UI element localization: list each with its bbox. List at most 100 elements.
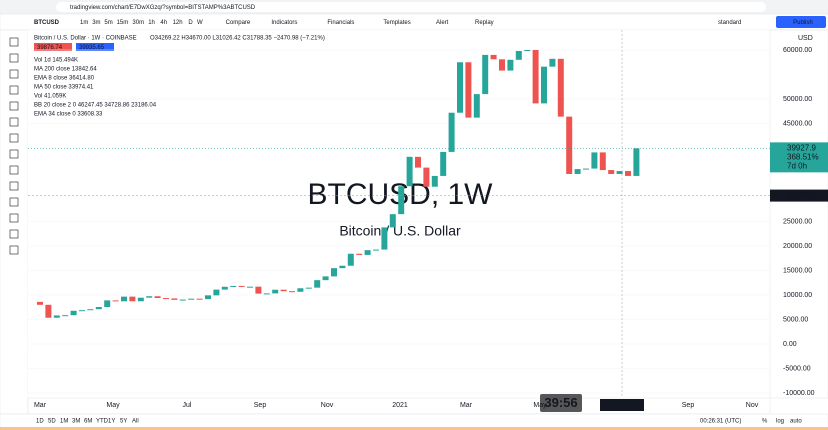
x-tick-label: Jul [183, 402, 192, 409]
candle [129, 296, 136, 302]
tool-icon[interactable] [9, 85, 19, 95]
tool-icon[interactable] [9, 213, 19, 223]
range-button[interactable]: 1M [60, 419, 68, 425]
candle [574, 169, 581, 174]
interval[interactable]: 30m [132, 20, 144, 26]
publish-label: Publish [793, 20, 813, 26]
candle [37, 301, 43, 305]
candle [221, 286, 228, 290]
taskbar-strip [0, 427, 828, 430]
candle [557, 58, 564, 117]
toolbar-button[interactable]: Financials [327, 20, 354, 26]
toolbar-button[interactable]: Compare [226, 20, 251, 26]
candle [431, 175, 438, 187]
tool-icon[interactable] [9, 53, 19, 63]
price-chip-label: 39935.65 [79, 45, 105, 51]
x-tick-label: May [106, 402, 120, 409]
layout-name[interactable]: standard [718, 20, 741, 26]
candle [423, 167, 430, 187]
y-tick-label: 25000.00 [783, 218, 812, 225]
tool-icon[interactable] [9, 197, 19, 207]
candle [280, 289, 287, 292]
toolbar-button[interactable]: Alert [436, 20, 449, 26]
last-price-box [770, 142, 828, 173]
tool-icon[interactable] [9, 229, 19, 239]
toolbar-button[interactable]: Templates [383, 20, 410, 26]
candle [247, 286, 253, 288]
candle [154, 296, 161, 299]
candle [591, 152, 598, 169]
timer: 39:56 [544, 395, 577, 410]
publish-button[interactable] [776, 16, 826, 28]
interval[interactable]: 3m [92, 20, 100, 26]
x-tick-label: Mar [460, 402, 473, 409]
tool-icon[interactable] [9, 37, 19, 47]
tool-icon[interactable] [9, 149, 19, 159]
candle [398, 186, 405, 215]
y-tick-label: 50000.00 [783, 96, 812, 103]
indicator-legend: MA 200 close 13842.64 [34, 67, 97, 73]
tool-icon[interactable] [9, 69, 19, 79]
y-tick-label: 10000.00 [783, 292, 812, 299]
candle [356, 253, 363, 255]
candle [196, 298, 203, 300]
y-tick-label: 0.00 [783, 341, 797, 348]
candle [499, 59, 505, 71]
range-button[interactable]: 1D [36, 419, 44, 425]
x-tick-label: Sep [254, 402, 267, 409]
address-field[interactable] [56, 2, 766, 12]
range-button[interactable]: 6M [84, 419, 92, 425]
candle [305, 287, 312, 289]
candle [625, 171, 631, 176]
timer-box [540, 394, 582, 412]
crosshair-date: 12 Jul '21 [607, 402, 637, 409]
legend-ohlc: O34269.22 H34670.00 L31026.42 C31788.35 … [150, 36, 325, 42]
price-chip [34, 43, 72, 51]
interval[interactable]: W [197, 20, 203, 26]
interval[interactable]: 15m [117, 20, 129, 26]
tool-icon[interactable] [9, 117, 19, 127]
range-button[interactable]: 1Y [108, 419, 115, 425]
toolbar-button[interactable]: Indicators [271, 20, 297, 26]
watermark-name: Bitcoin / U.S. Dollar [339, 223, 461, 239]
candle [62, 315, 69, 317]
candle [171, 298, 178, 300]
indicator-legend: EMA 34 close 0 33608.33 [34, 112, 103, 118]
interval[interactable]: 12h [173, 20, 183, 26]
toolbar-button[interactable]: Replay [475, 20, 494, 26]
price-chip-label: 39876.74 [37, 45, 63, 51]
candle [238, 285, 245, 287]
range-button[interactable]: 3M [72, 419, 80, 425]
range-button[interactable]: All [132, 419, 139, 425]
tool-icon[interactable] [9, 165, 19, 175]
tool-icon[interactable] [9, 245, 19, 255]
candle [473, 94, 480, 118]
interval[interactable]: 5m [104, 20, 112, 26]
candle [415, 156, 421, 168]
scale-option[interactable]: log [776, 419, 784, 425]
interval[interactable]: D [188, 20, 193, 26]
interval[interactable]: 1m [80, 20, 88, 26]
candle [322, 276, 329, 281]
range-button[interactable]: 5D [48, 419, 56, 425]
candle [406, 156, 413, 187]
candle [457, 62, 463, 113]
tool-icon[interactable] [9, 133, 19, 143]
change: 368.51% [787, 152, 819, 161]
candle [45, 304, 52, 318]
crosshair-date-box [600, 399, 644, 411]
range-button[interactable]: YTD [96, 419, 109, 425]
symbol[interactable]: BTCUSD [34, 20, 60, 26]
tool-icon[interactable] [9, 181, 19, 191]
tool-icon[interactable] [9, 101, 19, 111]
candle [633, 148, 640, 176]
range-button[interactable]: 5Y [120, 419, 127, 425]
interval[interactable]: 1h [148, 20, 155, 26]
candle [465, 62, 472, 118]
x-tick-label: May [533, 402, 547, 409]
scale-option[interactable]: auto [790, 419, 802, 425]
interval[interactable]: 4h [160, 20, 167, 26]
scale-option[interactable]: % [762, 419, 768, 425]
